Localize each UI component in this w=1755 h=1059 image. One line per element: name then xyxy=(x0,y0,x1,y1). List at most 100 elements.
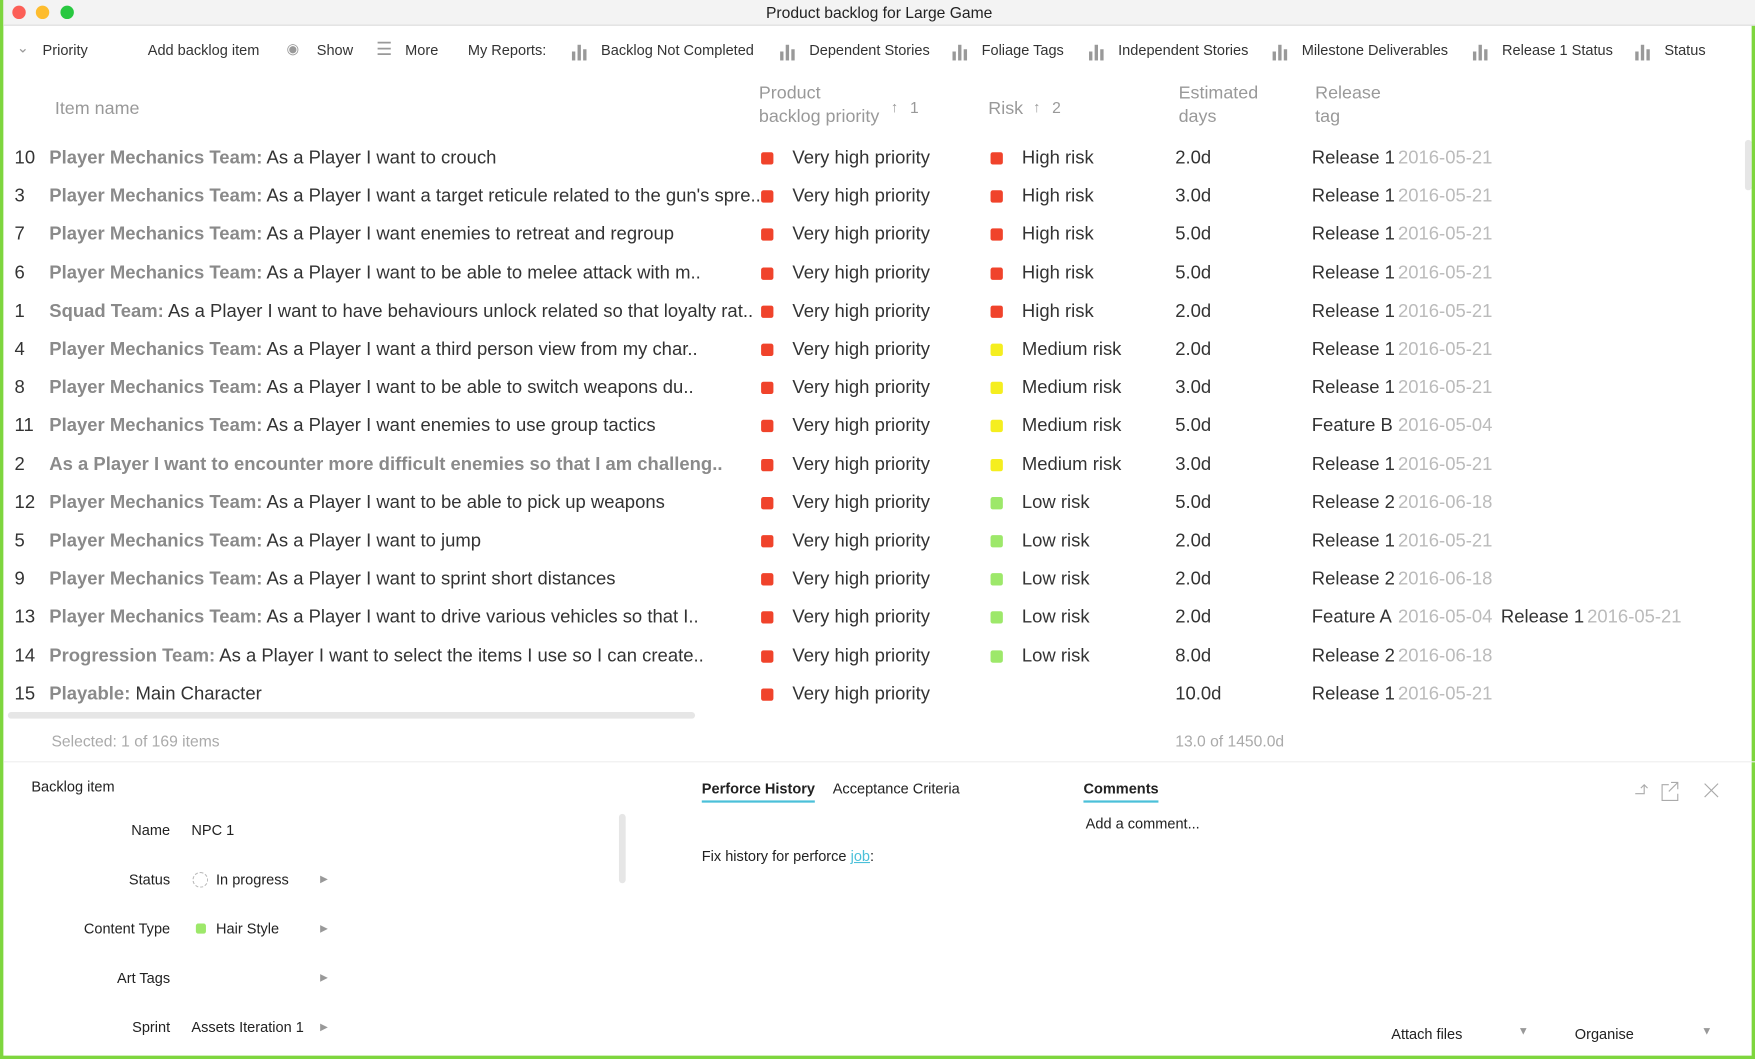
item-name[interactable]: Player Mechanics Team: As a Player I wan… xyxy=(49,224,674,245)
item-text: As a Player I want a third person view f… xyxy=(262,339,698,360)
row-id[interactable]: 2 xyxy=(14,454,25,475)
link[interactable]: job xyxy=(850,847,871,865)
toolbar-button[interactable]: Add backlog item xyxy=(147,41,260,59)
row-id[interactable]: 10 xyxy=(14,147,36,168)
row-id[interactable]: 12 xyxy=(14,492,36,513)
field-value[interactable]: Assets Iteration 1 xyxy=(191,1018,304,1036)
report-icon[interactable] xyxy=(1089,40,1106,61)
item-name[interactable]: Progression Team: As a Player I want to … xyxy=(49,645,704,666)
report-button[interactable]: Backlog Not Completed xyxy=(601,41,754,59)
item-name[interactable]: Player Mechanics Team: As a Player I wan… xyxy=(49,263,700,284)
priority: Very high priority xyxy=(792,415,930,436)
report-icon[interactable] xyxy=(952,40,969,61)
item-name[interactable]: Player Mechanics Team: As a Player I wan… xyxy=(49,492,665,513)
toolbar-button[interactable]: More xyxy=(405,41,439,59)
field-arrow[interactable]: ▶ xyxy=(320,1020,328,1033)
column-header[interactable]: Product backlog priority xyxy=(759,82,879,129)
row-id[interactable]: 1 xyxy=(14,300,25,322)
tab[interactable]: Perforce History xyxy=(701,780,815,803)
icon[interactable] xyxy=(1635,783,1648,795)
tab[interactable]: Comments xyxy=(1083,780,1159,803)
field-value[interactable]: In progress xyxy=(216,870,289,888)
report-icon[interactable] xyxy=(1472,40,1490,61)
dropdown-arrow[interactable]: ▼ xyxy=(1517,1025,1529,1038)
risk: High risk xyxy=(1021,186,1094,207)
minimize-button[interactable] xyxy=(35,5,50,20)
row-id[interactable]: 15 xyxy=(14,683,36,704)
field-arrow[interactable]: ▶ xyxy=(320,971,328,983)
attach-button[interactable]: Attach files xyxy=(1391,1025,1463,1043)
release-tag: Feature A xyxy=(1311,607,1392,628)
row-id[interactable]: 5 xyxy=(14,530,25,551)
comment-input[interactable]: Add a comment... xyxy=(1085,814,1200,832)
zoom-button[interactable] xyxy=(60,5,74,20)
item-name[interactable]: Player Mechanics Team: As a Player I wan… xyxy=(49,607,698,628)
field-value[interactable]: Hair Style xyxy=(216,920,280,937)
item-name[interactable]: Player Mechanics Team: As a Player I wan… xyxy=(49,186,760,207)
scrollbar[interactable] xyxy=(7,711,696,719)
toolbar-button[interactable]: Priority xyxy=(42,41,88,59)
report-button[interactable]: Independent Stories xyxy=(1118,41,1249,59)
column-header[interactable]: Release tag xyxy=(1315,82,1381,129)
dropdown-arrow[interactable]: ▼ xyxy=(1701,1025,1713,1038)
report-icon[interactable] xyxy=(571,40,589,61)
item-name[interactable]: Squad Team: As a Player I want to have b… xyxy=(49,301,753,322)
team: Squad Team: xyxy=(49,300,164,322)
report-button[interactable]: Milestone Deliverables xyxy=(1301,41,1449,59)
report-button[interactable]: Release 1 Status xyxy=(1502,41,1613,59)
row-id[interactable]: 11 xyxy=(14,415,34,436)
item-name[interactable]: Playable: Main Character xyxy=(49,684,262,705)
report-icon[interactable] xyxy=(780,40,797,61)
priority-indicator xyxy=(761,458,774,471)
column-header[interactable]: Item name xyxy=(55,97,140,121)
row-id[interactable]: 4 xyxy=(14,339,25,360)
risk: Low risk xyxy=(1021,568,1090,590)
item-text: Main Character xyxy=(130,683,262,704)
field-arrow[interactable]: ▶ xyxy=(320,922,328,934)
icon[interactable] xyxy=(1704,783,1719,798)
estimated-days: 3.0d xyxy=(1175,186,1212,207)
item-name[interactable]: Player Mechanics Team: As a Player I wan… xyxy=(49,531,481,552)
scrollbar[interactable] xyxy=(618,813,626,884)
item-name[interactable]: As a Player I want to encounter more dif… xyxy=(49,454,722,475)
row-id[interactable]: 8 xyxy=(14,377,25,398)
risk-indicator xyxy=(990,649,1003,663)
item-text: As a Player I want to sprint short dista… xyxy=(262,568,616,590)
column-header[interactable]: Risk xyxy=(988,97,1023,121)
field-arrow[interactable]: ▶ xyxy=(320,873,328,885)
item-text: As a Player I want to drive various vehi… xyxy=(262,607,699,628)
item-name[interactable]: Player Mechanics Team: As a Player I wan… xyxy=(49,148,496,169)
risk: High risk xyxy=(1021,224,1094,245)
icon[interactable] xyxy=(1661,781,1679,801)
organise-button[interactable]: Organise xyxy=(1574,1025,1634,1043)
row-id[interactable]: 14 xyxy=(14,645,36,666)
close-button[interactable] xyxy=(12,5,26,20)
row-id[interactable]: 6 xyxy=(14,262,25,283)
tab[interactable]: Acceptance Criteria xyxy=(832,780,960,798)
priority-indicator xyxy=(761,267,774,280)
row-id[interactable]: 3 xyxy=(14,186,25,207)
row-id[interactable]: 7 xyxy=(14,224,25,245)
estimated-days: 5.0d xyxy=(1175,415,1212,436)
row-id[interactable]: 9 xyxy=(14,568,25,590)
report-button[interactable]: Status xyxy=(1664,41,1706,59)
report-icon[interactable] xyxy=(1635,40,1652,61)
report-icon[interactable] xyxy=(1272,40,1290,61)
item-name[interactable]: Player Mechanics Team: As a Player I wan… xyxy=(49,416,655,437)
team: Player Mechanics Team: xyxy=(49,147,263,168)
scrollbar[interactable] xyxy=(1744,139,1752,191)
report-button[interactable]: Foliage Tags xyxy=(981,41,1064,59)
priority-indicator xyxy=(761,305,774,318)
column-header[interactable]: Estimated days xyxy=(1179,82,1259,129)
item-name[interactable]: Player Mechanics Team: As a Player I wan… xyxy=(49,377,693,398)
team: Player Mechanics Team: xyxy=(49,186,263,207)
item-name[interactable]: Player Mechanics Team: As a Player I wan… xyxy=(49,339,697,360)
item-name[interactable]: Player Mechanics Team: As a Player I wan… xyxy=(49,569,615,590)
selection-count: Selected: 1 of 169 items xyxy=(51,732,220,751)
row-id[interactable]: 13 xyxy=(14,607,36,628)
field-value[interactable]: NPC 1 xyxy=(191,821,235,839)
team: Player Mechanics Team: xyxy=(49,224,263,245)
release-date: 2016-06-18 xyxy=(1397,492,1493,513)
toolbar-button[interactable]: Show xyxy=(316,41,354,59)
report-button[interactable]: Dependent Stories xyxy=(809,41,930,59)
